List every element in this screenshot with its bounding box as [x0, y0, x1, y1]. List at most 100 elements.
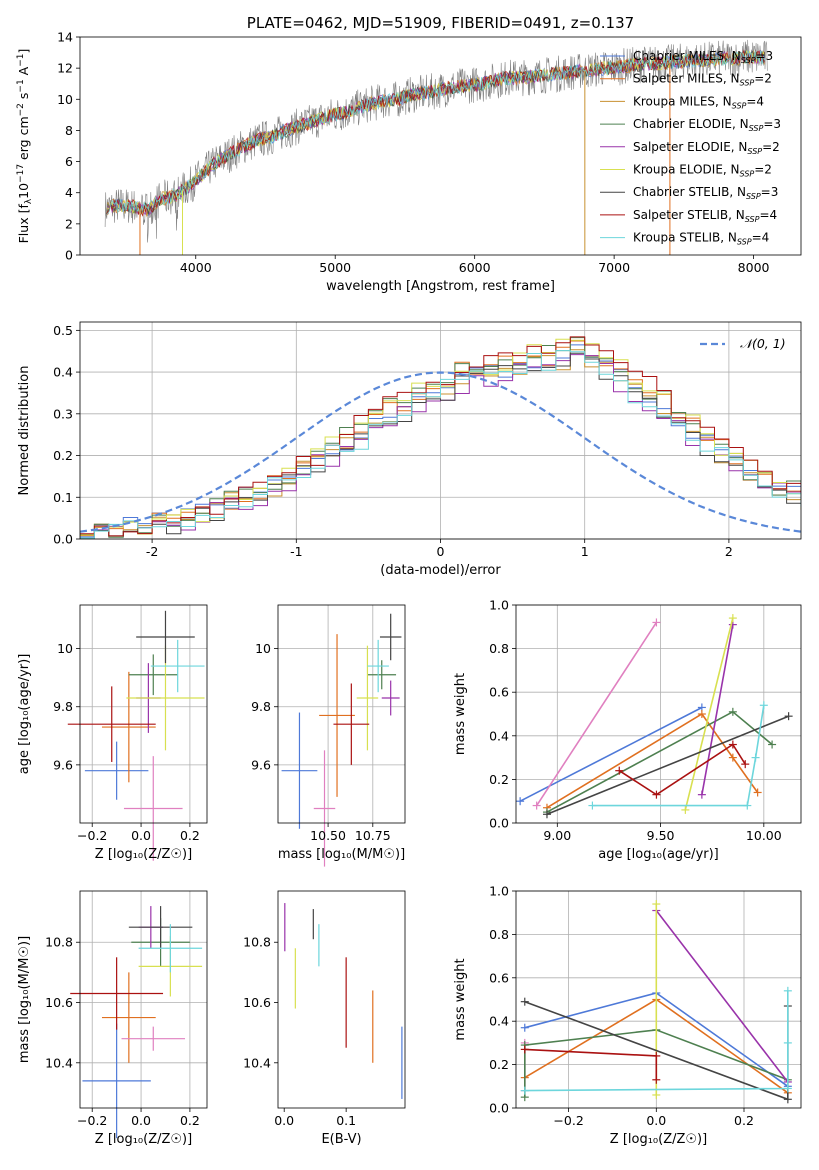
y-tick-label: 0.0 — [489, 816, 509, 831]
y-tick-label: 0.0 — [489, 1101, 509, 1116]
x-tick-label: 9.50 — [647, 828, 675, 843]
y-axis-label-part: −1 — [16, 79, 26, 92]
spectrum-model-line — [106, 50, 766, 216]
histogram-step — [80, 349, 801, 539]
y-tick-label: 10.6 — [45, 995, 73, 1010]
weight-line — [546, 715, 789, 816]
y-axis-label: age [log₁₀(age/yr)] — [17, 654, 32, 775]
y-tick-label: 10.8 — [243, 935, 271, 950]
y-axis-label-part: 10 — [16, 183, 31, 199]
legend-subscript: SSP — [737, 238, 752, 247]
weight-lines-weight-vs-age — [516, 614, 793, 819]
legend-text: Chabrier STELIB, N — [633, 185, 746, 199]
y-tick-label: 10.8 — [45, 935, 73, 950]
y-axis-label-part: A — [16, 66, 31, 79]
weight-line — [684, 617, 734, 811]
y-tick-label: 6 — [65, 154, 73, 169]
y-tick-label: 0.1 — [53, 490, 73, 505]
frame-weight-vs-Z: −0.2 0.0 0.2 0.0 0.2 0.4 0.6 0.8 1.0 Z [log₁₀(Z/Z… — [453, 884, 802, 1147]
legend-text: Chabrier MILES, N — [633, 49, 741, 63]
histogram-step — [80, 352, 801, 539]
weight-line — [655, 910, 789, 1083]
x-tick-label: −0.2 — [553, 1113, 583, 1128]
weight-line — [536, 621, 658, 807]
legend-label: Kroupa STELIB, NSSP=4 — [633, 231, 769, 247]
weight-line — [546, 710, 773, 813]
y-tick-label: 10 — [255, 641, 271, 656]
y-tick-label: 0.2 — [53, 448, 73, 463]
y-tick-label: 2 — [65, 216, 73, 231]
x-tick-label: 0.0 — [646, 1113, 666, 1128]
y-tick-label: 12 — [57, 61, 73, 76]
legend-text: Salpeter STELIB, N — [633, 208, 745, 222]
x-tick-label: 10.00 — [746, 828, 782, 843]
y-tick-label: 10 — [57, 641, 73, 656]
weight-line — [618, 743, 746, 796]
axes-age-vs-Z — [80, 605, 207, 823]
x-tick-label: 1 — [581, 544, 589, 559]
y-tick-label: 0.5 — [53, 323, 73, 338]
y-tick-label: 10 — [57, 92, 73, 107]
x-tick-label: 5000 — [319, 260, 351, 275]
legend-subscript: SSP — [745, 215, 760, 224]
errorbars-age-vs-mass — [281, 613, 402, 867]
y-tick-label: 0.4 — [53, 365, 73, 380]
x-tick-label: 0 — [437, 544, 445, 559]
plot-frame — [515, 890, 802, 1109]
frame-mass-vs-Z: −0.2 0.0 0.2 10.4 10.6 10.8 Z [log₁₀(Z/Z☉)] mas… — [17, 890, 208, 1147]
axes-weight-vs-age — [516, 604, 801, 824]
legend-count: =2 — [754, 72, 772, 86]
y-axis-label-part: erg cm — [16, 116, 31, 164]
legend-text: Salpeter MILES, N — [633, 72, 740, 86]
legend-count: =4 — [759, 208, 777, 222]
frame-age-vs-mass: 10.50 10.75 9.6 9.8 10 mass [log₁₀(M/M☉)] — [251, 604, 406, 862]
y-axis-label-part: s — [16, 93, 31, 104]
y-tick-label: 0.8 — [489, 927, 509, 942]
y-tick-label: 4 — [65, 185, 73, 200]
weight-line — [546, 712, 759, 809]
y-tick-label: 9.6 — [53, 757, 73, 772]
legend-text: Kroupa MILES, N — [633, 94, 732, 108]
legend-subscript: SSP — [746, 192, 761, 201]
y-tick-label: 10.4 — [45, 1055, 73, 1070]
histograms — [80, 336, 801, 539]
y-axis-label-part: λ — [24, 198, 34, 204]
legend-count: =2 — [762, 140, 780, 154]
y-axis-label: mass [log₁₀(M/M☉)] — [17, 936, 32, 1063]
legend-text: Kroupa STELIB, N — [633, 231, 737, 245]
y-tick-label: 0.8 — [489, 641, 509, 656]
legend-count: =2 — [754, 163, 772, 177]
y-tick-label: 0.2 — [489, 772, 509, 787]
y-axis-label: Flux [fλ10−17 erg cm−2 s−1 A−1] — [16, 49, 34, 244]
legend-text: Kroupa ELODIE, N — [633, 163, 740, 177]
x-axis-label: age [log₁₀(age/yr)] — [598, 847, 719, 862]
x-tick-label: 0.0 — [274, 1113, 294, 1128]
weight-line — [523, 1029, 789, 1098]
frame-residuals: -2 -1 0 1 2 0.0 0.1 0.2 0.3 0.4 0.5 (data-model)/er… — [17, 321, 802, 578]
plot-frame — [277, 890, 406, 1109]
legend-subscript: SSP — [747, 147, 762, 156]
legend-subscript: SSP — [732, 101, 747, 110]
x-tick-label: 7000 — [598, 260, 630, 275]
legend-label: Salpeter STELIB, NSSP=4 — [633, 208, 777, 224]
x-tick-label: 0.0 — [131, 828, 151, 843]
y-tick-label: 0.6 — [489, 970, 509, 985]
plot-frame — [79, 36, 802, 256]
x-tick-label: 10.50 — [310, 828, 346, 843]
errorbars-age-vs-Z — [67, 610, 205, 861]
legend-label: 𝒩(0, 1) — [740, 336, 786, 351]
x-tick-label: 2 — [725, 544, 733, 559]
y-tick-label: 0.4 — [489, 1014, 509, 1029]
weight-line — [524, 990, 789, 1092]
normal-reference-curve — [80, 371, 801, 533]
y-tick-label: 1.0 — [489, 598, 509, 613]
weight-line — [701, 624, 734, 795]
y-tick-label: 0 — [65, 248, 73, 263]
legend-label: Kroupa MILES, NSSP=4 — [633, 94, 764, 110]
x-tick-label: 0.2 — [180, 828, 200, 843]
y-tick-label: 0.6 — [489, 685, 509, 700]
legend-label: Chabrier STELIB, NSSP=3 — [633, 185, 778, 201]
legend-count: =4 — [752, 231, 770, 245]
x-axis-label: (data-model)/error — [380, 563, 501, 578]
